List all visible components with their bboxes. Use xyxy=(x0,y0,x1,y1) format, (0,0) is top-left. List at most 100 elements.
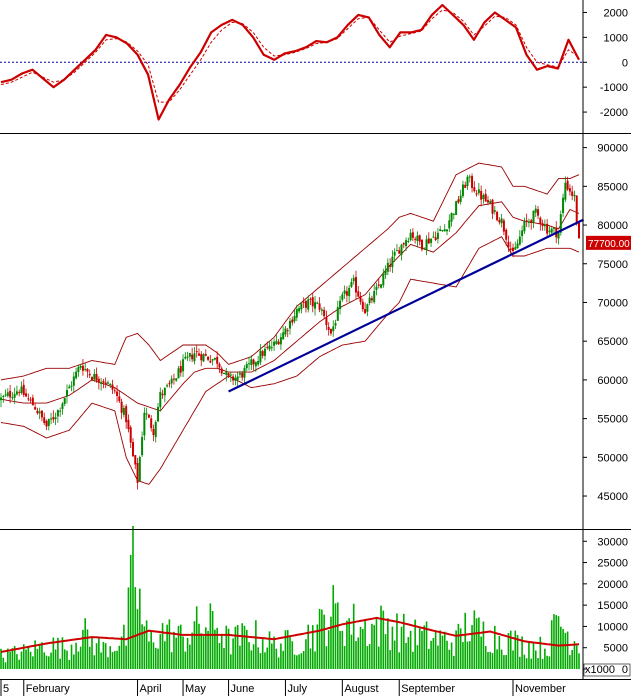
candle-body xyxy=(439,229,442,232)
candle-body xyxy=(457,199,460,203)
x-tick-label: May xyxy=(185,683,206,695)
x-tick-label: July xyxy=(287,683,307,695)
volume-bar xyxy=(157,648,159,669)
volume-bar xyxy=(343,646,346,669)
candle-body xyxy=(225,371,228,375)
volume-bar xyxy=(396,613,398,669)
candle-body xyxy=(311,297,314,307)
y-tick-label: 85000 xyxy=(597,181,628,193)
candle-body xyxy=(398,250,401,254)
candle-body xyxy=(218,363,221,368)
candle-body xyxy=(81,365,84,371)
volume-bar xyxy=(266,647,269,669)
candle-body xyxy=(384,270,387,275)
candle-body xyxy=(75,371,78,379)
volume-bar xyxy=(566,631,569,669)
volume-bar xyxy=(523,654,526,669)
volume-bar xyxy=(139,588,141,669)
candle-body xyxy=(134,455,137,465)
candle-body xyxy=(54,417,57,420)
volume-bar xyxy=(350,634,353,669)
volume-bar xyxy=(473,610,476,669)
candle-body xyxy=(163,387,166,396)
y-tick-label: 15000 xyxy=(597,600,628,612)
volume-bar xyxy=(200,633,203,669)
candle-body xyxy=(141,437,144,456)
volume-bar xyxy=(534,650,537,669)
candle-body xyxy=(154,421,157,438)
candle-body xyxy=(532,210,535,223)
volume-bar xyxy=(141,624,143,669)
volume-bar xyxy=(430,640,432,669)
candle-body xyxy=(193,353,196,362)
candle-body xyxy=(113,390,116,392)
candle-body xyxy=(307,299,310,310)
candle-body xyxy=(241,373,244,378)
volume-bar xyxy=(409,630,412,669)
candle-body xyxy=(370,298,373,301)
candle-body xyxy=(197,353,200,356)
volume-bar xyxy=(111,652,114,669)
candle-body xyxy=(509,248,512,250)
candle-body xyxy=(95,374,98,381)
candle-body xyxy=(270,347,273,349)
volume-bar xyxy=(496,649,498,669)
y-tick-label: 65000 xyxy=(597,336,628,348)
volume-bar xyxy=(154,647,157,669)
candle-body xyxy=(200,354,203,361)
volume-bar xyxy=(475,618,478,669)
volume-bar xyxy=(478,617,480,669)
candle-body xyxy=(227,373,230,377)
volume-bar xyxy=(307,624,310,669)
volume-bar xyxy=(82,629,84,669)
candle-body xyxy=(277,341,280,345)
candle-body xyxy=(118,396,121,402)
bollinger-upper xyxy=(0,162,580,381)
volume-bar xyxy=(562,628,564,669)
candle-body xyxy=(34,407,37,410)
candle-body xyxy=(186,356,189,358)
candle-body xyxy=(486,200,489,203)
volume-bar xyxy=(500,649,503,669)
volume-bar xyxy=(302,651,305,669)
volume-bar xyxy=(546,655,548,669)
volume-bar xyxy=(34,640,36,669)
volume-bar xyxy=(325,646,328,669)
candle-body xyxy=(266,346,269,348)
volume-bar xyxy=(202,636,205,669)
volume-bar xyxy=(57,637,59,669)
candle-body xyxy=(368,297,371,304)
volume-bar xyxy=(152,642,155,669)
x-tick-label: April xyxy=(140,683,162,695)
volume-bar xyxy=(530,658,533,669)
candle-body xyxy=(286,330,289,332)
candle-body xyxy=(452,213,455,215)
candle-body xyxy=(68,386,71,389)
candle-body xyxy=(448,220,451,229)
trendline xyxy=(228,218,585,393)
volume-bar xyxy=(357,637,360,669)
candle-body xyxy=(411,232,414,238)
volume-bar xyxy=(455,630,457,669)
volume-bar xyxy=(362,629,364,669)
volume-bar xyxy=(375,619,378,669)
candle-body xyxy=(393,251,396,256)
volume-bar xyxy=(286,630,289,669)
volume-bar xyxy=(68,659,71,669)
volume-bar xyxy=(457,623,460,669)
candle-body xyxy=(245,364,248,369)
y-tick-label: 1000 xyxy=(604,32,628,44)
volume-bar xyxy=(352,603,355,669)
volume-bar xyxy=(532,642,535,669)
volume-bar xyxy=(537,658,539,669)
volume-bar xyxy=(218,643,221,669)
candle-body xyxy=(502,220,505,232)
bollinger-lower xyxy=(0,236,580,485)
candle-body xyxy=(391,256,394,268)
volume-bar xyxy=(38,644,41,669)
candle-body xyxy=(291,319,294,323)
candle-body xyxy=(461,184,464,197)
candle-body xyxy=(40,410,43,418)
volume-bar xyxy=(195,606,198,669)
volume-bar xyxy=(327,630,330,669)
